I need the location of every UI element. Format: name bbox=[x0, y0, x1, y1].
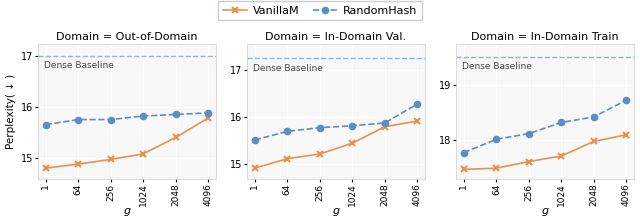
RandomHash bbox=[460, 151, 468, 154]
RandomHash bbox=[316, 126, 324, 129]
Line: VanillaM: VanillaM bbox=[252, 118, 420, 172]
X-axis label: g: g bbox=[541, 206, 548, 216]
VanillaM bbox=[413, 120, 421, 122]
VanillaM bbox=[348, 142, 356, 145]
RandomHash bbox=[140, 115, 147, 117]
RandomHash bbox=[42, 123, 50, 126]
Y-axis label: Perplexity( ↓ ): Perplexity( ↓ ) bbox=[6, 74, 15, 149]
RandomHash bbox=[172, 113, 180, 116]
RandomHash bbox=[74, 118, 82, 121]
Line: RandomHash: RandomHash bbox=[252, 101, 420, 143]
Title: Domain = In-Domain Val.: Domain = In-Domain Val. bbox=[266, 32, 406, 42]
RandomHash bbox=[493, 138, 500, 141]
VanillaM bbox=[623, 133, 630, 136]
Line: RandomHash: RandomHash bbox=[461, 97, 630, 156]
Text: Dense Baseline: Dense Baseline bbox=[44, 61, 114, 70]
X-axis label: g: g bbox=[124, 206, 131, 216]
VanillaM bbox=[493, 167, 500, 170]
VanillaM bbox=[107, 158, 115, 161]
RandomHash bbox=[557, 121, 565, 124]
RandomHash bbox=[284, 130, 291, 133]
RandomHash bbox=[623, 99, 630, 101]
RandomHash bbox=[204, 112, 212, 114]
Line: VanillaM: VanillaM bbox=[42, 115, 212, 172]
VanillaM bbox=[42, 167, 50, 169]
Line: RandomHash: RandomHash bbox=[43, 110, 211, 128]
VanillaM bbox=[460, 168, 468, 171]
Text: Dense Baseline: Dense Baseline bbox=[253, 64, 323, 73]
Legend: VanillaM, RandomHash: VanillaM, RandomHash bbox=[218, 1, 422, 20]
RandomHash bbox=[348, 124, 356, 127]
VanillaM bbox=[251, 167, 259, 169]
VanillaM bbox=[525, 160, 532, 163]
RandomHash bbox=[413, 103, 421, 105]
RandomHash bbox=[381, 122, 388, 124]
X-axis label: g: g bbox=[333, 206, 340, 216]
Text: Dense Baseline: Dense Baseline bbox=[462, 62, 532, 71]
VanillaM bbox=[74, 163, 82, 165]
Title: Domain = In-Domain Train: Domain = In-Domain Train bbox=[471, 32, 619, 42]
RandomHash bbox=[525, 132, 532, 135]
VanillaM bbox=[590, 140, 598, 143]
RandomHash bbox=[251, 139, 259, 141]
RandomHash bbox=[107, 118, 115, 121]
VanillaM bbox=[316, 153, 324, 155]
VanillaM bbox=[381, 125, 388, 128]
VanillaM bbox=[172, 136, 180, 139]
VanillaM bbox=[284, 157, 291, 160]
Title: Domain = Out-of-Domain: Domain = Out-of-Domain bbox=[56, 32, 198, 42]
Line: VanillaM: VanillaM bbox=[460, 131, 630, 173]
VanillaM bbox=[557, 155, 565, 157]
VanillaM bbox=[204, 117, 212, 119]
RandomHash bbox=[590, 116, 598, 118]
VanillaM bbox=[140, 153, 147, 155]
